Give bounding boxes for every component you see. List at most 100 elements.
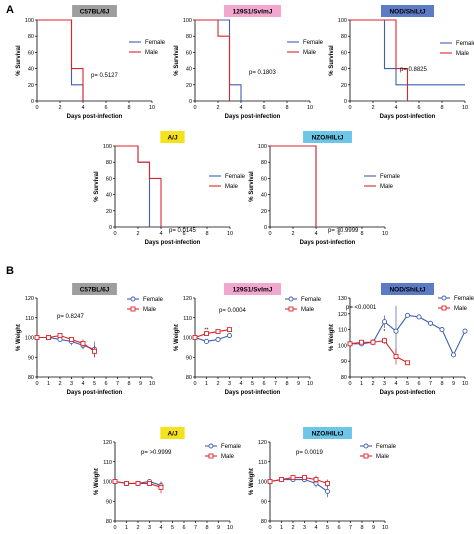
- y-tick-label: 60: [261, 176, 267, 182]
- data-point-male: [112, 479, 118, 484]
- x-tick-label: 3: [228, 381, 231, 387]
- y-axis-label: % Survival: [94, 171, 100, 202]
- data-point-female: [450, 352, 457, 358]
- data-point-male: [34, 335, 40, 340]
- data-point-female: [203, 338, 210, 345]
- y-tick-label: 90: [106, 499, 112, 505]
- x-tick-label: 6: [182, 525, 185, 531]
- x-tick-label: 0: [268, 525, 271, 531]
- data-point-female: [427, 320, 434, 326]
- data-point-male: [192, 335, 198, 340]
- series-line-male: [195, 19, 231, 101]
- data-point-male: [290, 475, 296, 480]
- significance-marker: **: [205, 328, 209, 334]
- y-tick-label: 80: [341, 34, 347, 40]
- y-tick-label: 130: [338, 296, 347, 302]
- series-line-male: [194, 329, 230, 339]
- chart-title: NOD/ShiLtJ: [389, 287, 425, 294]
- y-axis-label: % Survival: [174, 45, 180, 76]
- y-tick-label: 60: [186, 50, 192, 56]
- p-value-label: p= 0.8825: [400, 67, 428, 73]
- x-axis-label: Days post-infection: [380, 390, 436, 396]
- y-tick-label: 90: [261, 499, 267, 505]
- y-axis-label: % Survival: [329, 45, 335, 76]
- legend-marker-female: [288, 296, 294, 302]
- y-tick-label: 100: [338, 343, 347, 349]
- x-tick-label: 9: [217, 525, 220, 531]
- y-tick-label: 90: [28, 355, 34, 361]
- panel-label-b: B: [6, 265, 14, 277]
- x-axis-label: Days post-infection: [67, 114, 123, 120]
- legend-label-male: Male: [225, 184, 239, 190]
- x-tick-label: 2: [58, 381, 61, 387]
- series-line-female: [350, 314, 466, 357]
- series-line-male: [37, 19, 84, 101]
- chart-title: A/J: [167, 135, 178, 142]
- legend-label-male: Male: [221, 454, 235, 460]
- x-tick-label: 10: [149, 381, 155, 387]
- y-tick-label: 110: [183, 316, 192, 322]
- chart-title: 129S1/SvImJ: [233, 287, 273, 294]
- x-tick-label: 10: [227, 231, 233, 237]
- data-point-male: [279, 477, 284, 482]
- chart-a-nod: 0 20 40 60 80 100 0 2 4 6 8 10 Days post-infection % …: [329, 5, 474, 120]
- x-tick-label: 10: [227, 525, 233, 531]
- x-tick-label: 2: [371, 105, 374, 111]
- p-value-label: p= 0.0019: [296, 450, 324, 456]
- data-point-male: [325, 481, 330, 486]
- x-tick-label: 0: [193, 105, 196, 111]
- legend-marker-female: [441, 295, 447, 301]
- data-point-male: [370, 339, 376, 345]
- legend-label-female: Female: [303, 40, 324, 46]
- x-axis-label: Days post-infection: [145, 240, 201, 246]
- p-value-label: p= 0.5127: [91, 73, 119, 79]
- series-line-female: [37, 336, 95, 350]
- legend-label-male: Male: [301, 307, 315, 313]
- chart-b-129s1: 80 90 100 110 120 0 1 2 3 4 5 6 7 8 9 10 Days post-infec…: [174, 283, 322, 396]
- chart-title: C57BL/6J: [80, 287, 110, 294]
- y-tick-label: 40: [186, 67, 192, 73]
- x-tick-label: 7: [429, 381, 432, 387]
- x-tick-label: 10: [462, 105, 468, 111]
- legend-label-male: Male: [376, 454, 390, 460]
- y-tick-label: 120: [103, 440, 112, 446]
- data-point-male: [57, 333, 63, 338]
- x-tick-label: 9: [139, 381, 142, 387]
- chart-title: NZO/HILtJ: [312, 135, 344, 142]
- x-tick-label: 3: [383, 381, 386, 387]
- x-tick-label: 2: [216, 381, 219, 387]
- x-tick-label: 6: [417, 105, 420, 111]
- y-tick-label: 120: [183, 296, 192, 302]
- x-tick-label: 6: [182, 231, 185, 237]
- data-point-female: [226, 332, 233, 339]
- x-tick-label: 2: [136, 231, 139, 237]
- y-tick-label: 80: [106, 160, 112, 166]
- y-tick-label: 100: [183, 336, 192, 342]
- x-tick-label: 4: [314, 525, 317, 531]
- y-tick-label: 40: [261, 193, 267, 199]
- x-tick-label: 5: [406, 381, 409, 387]
- chart-a-nzo: 0 20 40 60 80 100 0 2 4 6 8 10 Days post-infection % …: [249, 131, 401, 246]
- chart-title-box: [160, 427, 185, 439]
- chart-a-aj: 0 20 40 60 80 100 0 2 4 6 8 10 Days post-infection % …: [94, 131, 246, 246]
- chart-title: A/J: [167, 431, 178, 438]
- x-axis-label: Days post-infection: [225, 114, 281, 120]
- x-tick-label: 5: [326, 525, 329, 531]
- y-tick-label: 20: [28, 83, 34, 89]
- x-tick-label: 9: [297, 381, 300, 387]
- y-tick-label: 0: [189, 99, 192, 105]
- y-tick-label: 100: [25, 18, 34, 24]
- y-tick-label: 20: [186, 83, 192, 89]
- chart-title-box: [303, 427, 352, 439]
- y-tick-label: 0: [344, 99, 347, 105]
- x-tick-label: 8: [285, 381, 288, 387]
- x-tick-label: 10: [149, 105, 155, 111]
- chart-title-box: [381, 283, 434, 295]
- data-point-male: [69, 337, 74, 342]
- x-tick-label: 0: [113, 231, 116, 237]
- y-tick-label: 20: [106, 209, 112, 215]
- legend-label-male: Male: [143, 307, 157, 313]
- chart-title-box: [160, 131, 185, 143]
- chart-title-box: [223, 5, 282, 17]
